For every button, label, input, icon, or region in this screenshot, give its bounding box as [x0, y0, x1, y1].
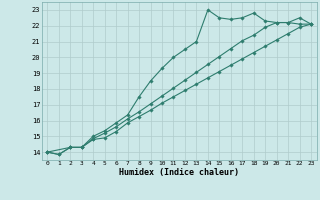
- X-axis label: Humidex (Indice chaleur): Humidex (Indice chaleur): [119, 168, 239, 177]
